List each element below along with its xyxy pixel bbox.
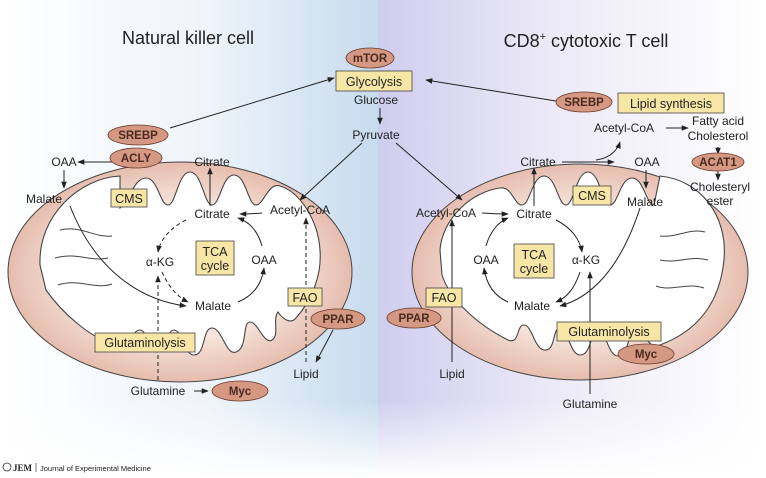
pyruvate-label: Pyruvate — [352, 128, 400, 142]
journal-logo-text: JEM — [13, 463, 33, 473]
left-fao-box — [287, 287, 323, 307]
left-malate-inner: Malate — [195, 299, 231, 313]
left-acly-label: ACLY — [121, 153, 152, 165]
right-akg: α-KG — [572, 253, 600, 267]
journal-logo-icon — [2, 462, 12, 472]
arrow-right-malate-import — [559, 207, 641, 308]
left-cms-label: CMS — [115, 192, 143, 206]
right-glutamine: Glutamine — [563, 397, 618, 411]
left-oaa-outside: OAA — [51, 155, 76, 169]
left-glutamine: Glutamine — [131, 384, 186, 398]
left-lipid: Lipid — [293, 367, 318, 381]
right-citrate-inner: Citrate — [516, 207, 552, 221]
right-cholesteryl-2: ester — [707, 194, 734, 208]
arrow-pyruvate-right-acetylcoa — [395, 142, 463, 201]
right-acat1-oval — [691, 152, 745, 172]
left-fao-label: FAO — [292, 291, 317, 305]
right-lipid-synthesis-box — [617, 92, 725, 114]
right-myc-oval — [617, 343, 675, 365]
right-fatty-acid: Fatty acid — [692, 114, 744, 128]
left-glutaminolysis-box — [94, 332, 196, 353]
right-tca-line1: TCA — [522, 248, 548, 262]
left-acly-oval — [109, 147, 163, 169]
left-myc-label: Myc — [229, 386, 252, 398]
arrow-left-ppar-lipid — [315, 329, 334, 363]
arrows — [61, 77, 721, 394]
left-tca-line1: TCA — [203, 245, 229, 259]
arrow-left-malate-oaa — [237, 267, 266, 303]
right-tca-box — [513, 243, 555, 279]
left-srebp-label: SREBP — [118, 130, 158, 142]
left-glutaminolysis-label: Glutaminolysis — [104, 336, 185, 350]
arrow-left-srebp-glycolysis — [169, 77, 335, 129]
right-malate-inner: Malate — [514, 299, 550, 313]
right-cholesterol: Cholesterol — [688, 129, 749, 143]
left-cms-box — [110, 188, 148, 208]
arrow-left-oaa-citrate — [237, 217, 263, 247]
right-acetylcoa-inner: Acetyl-CoA — [416, 206, 476, 220]
right-fao-box — [425, 287, 463, 308]
right-ppar-oval — [386, 307, 442, 329]
arrow-left-citrate-akg — [156, 219, 187, 253]
right-acat1-label: ACAT1 — [699, 157, 737, 169]
left-citrate-inner: Citrate — [194, 207, 230, 221]
right-cholesteryl-1: Cholesteryl — [690, 180, 750, 194]
mtor-label: mTOR — [353, 53, 388, 65]
left-srebp-oval — [107, 124, 169, 146]
left-ppar-oval — [310, 308, 366, 330]
arrow-left-malate-import — [69, 205, 187, 308]
arrow-right-oaa-citrate — [485, 217, 509, 247]
arrow-right-acetylcoa-citrate — [481, 211, 509, 217]
right-oaa-inner: OAA — [473, 253, 498, 267]
left-citrate-outside: Citrate — [194, 155, 230, 169]
right-glutaminolysis-label: Glutaminolysis — [568, 325, 649, 339]
arrow-right-malate-oaa — [482, 267, 509, 303]
journal-footer: JEM Journal of Experimental Medicine — [2, 462, 151, 473]
left-acetylcoa-inner: Acetyl-CoA — [270, 203, 330, 217]
glycolysis-label: Glycolysis — [346, 75, 402, 89]
right-tca-line2: cycle — [520, 262, 549, 276]
left-panel-title: Natural killer cell — [122, 28, 254, 48]
arrow-left-akg-malate — [161, 271, 189, 303]
glucose-label: Glucose — [354, 93, 398, 107]
left-myc-oval — [211, 380, 269, 402]
left-mitochondrion — [7, 161, 353, 383]
arrow-pyruvate-left-acetylcoa — [299, 142, 363, 201]
right-myc-label: Myc — [635, 349, 658, 361]
arrow-right-citrate-acetylcoa — [595, 141, 621, 161]
left-oaa-inner: OAA — [251, 253, 276, 267]
right-oaa-outside: OAA — [634, 155, 659, 169]
right-fao-label: FAO — [431, 291, 456, 305]
arrow-left-acetylcoa-citrate — [239, 211, 263, 217]
right-acetylcoa-outside: Acetyl-CoA — [594, 121, 654, 135]
right-srebp-label: SREBP — [564, 97, 604, 109]
mtor-oval — [345, 47, 395, 69]
right-ppar-label: PPAR — [398, 313, 430, 325]
right-lipid-synthesis-label: Lipid synthesis — [630, 97, 712, 111]
arrow-right-srebp-glycolysis — [425, 78, 557, 102]
right-glutaminolysis-box — [556, 321, 662, 342]
right-cms-label: CMS — [578, 189, 606, 203]
right-cms-box — [572, 185, 612, 206]
right-malate-outside: Malate — [627, 195, 663, 209]
arrow-right-akg-malate — [555, 271, 581, 303]
arrow-right-citrate-akg — [555, 219, 584, 253]
right-panel-title: CD8+ cytotoxic T cell — [504, 31, 669, 51]
left-malate-outside: Malate — [26, 192, 62, 206]
journal-name: Journal of Experimental Medicine — [40, 464, 151, 473]
left-tca-box — [195, 240, 235, 276]
left-akg: α-KG — [146, 255, 174, 269]
right-srebp-oval — [555, 91, 613, 113]
left-ppar-label: PPAR — [322, 314, 354, 326]
glycolysis-box — [335, 70, 413, 92]
right-citrate-outside: Citrate — [520, 155, 556, 169]
bottom-fade — [0, 400, 766, 478]
right-lipid: Lipid — [439, 367, 464, 381]
left-tca-line2: cycle — [201, 259, 230, 273]
